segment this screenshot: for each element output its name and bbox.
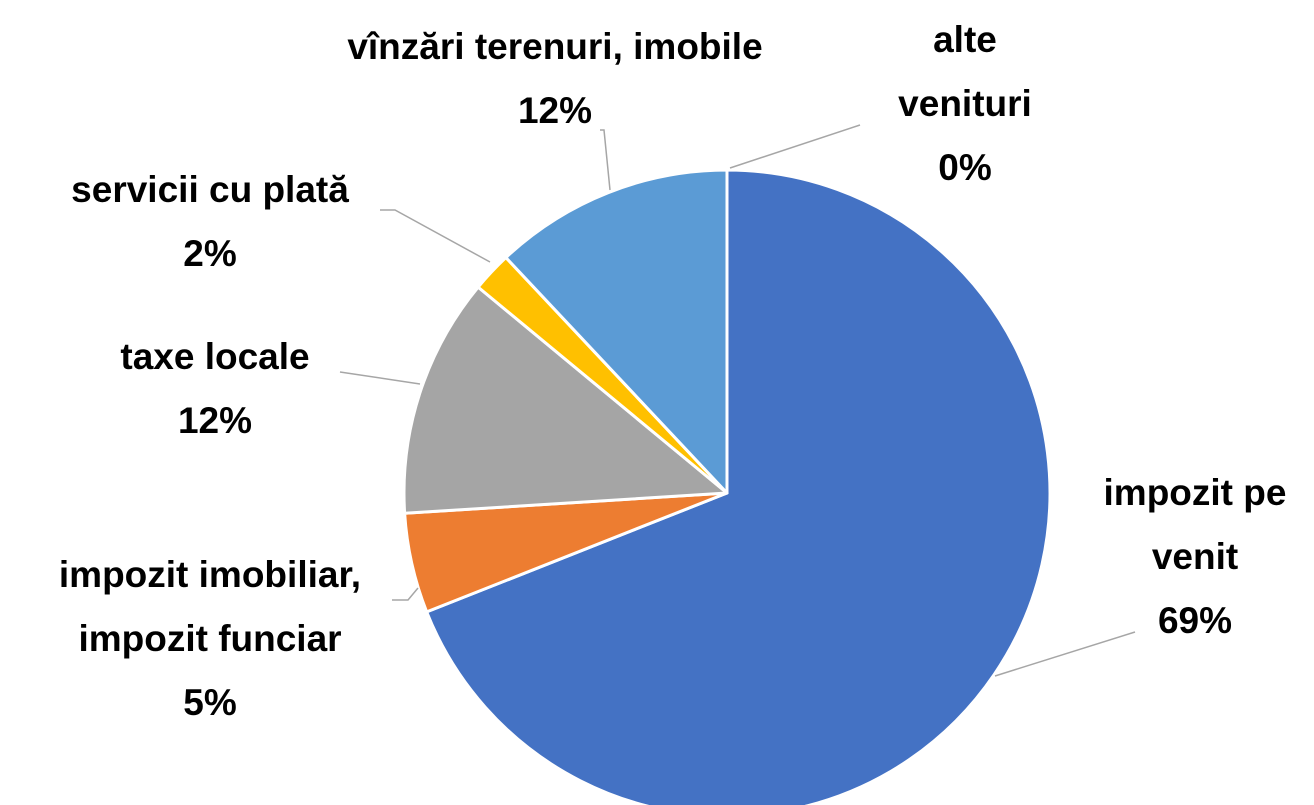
leader-line xyxy=(339,371,421,385)
value-label: 12% xyxy=(177,400,253,441)
data-label: impozit pe venit 69% xyxy=(1065,461,1314,653)
category-label: alte venituri xyxy=(898,19,1032,124)
data-label: servicii cu plată 2% xyxy=(20,158,400,286)
pie-slice xyxy=(504,168,729,495)
leader-line xyxy=(392,587,419,601)
data-label: alte venituri 0% xyxy=(875,8,1055,200)
value-label: 12% xyxy=(517,90,593,131)
category-label: impozit pe venit xyxy=(1103,472,1287,577)
category-label: taxe locale xyxy=(120,336,310,377)
value-label: 5% xyxy=(183,682,237,723)
leader-line xyxy=(729,124,861,169)
slices xyxy=(402,168,1052,805)
category-label: vînzări terenuri, imobile xyxy=(347,26,763,67)
data-label: vînzări terenuri, imobile 12% xyxy=(265,15,845,143)
pie-slice xyxy=(402,285,729,515)
leader-line xyxy=(994,631,1136,677)
category-label: servicii cu plată xyxy=(71,169,349,210)
category-label: impozit imobiliar, impozit funciar xyxy=(58,554,362,659)
data-label: taxe locale 12% xyxy=(65,325,365,453)
value-label: 69% xyxy=(1157,600,1233,641)
data-label: impozit imobiliar, impozit funciar 5% xyxy=(10,543,410,735)
pie-slice xyxy=(425,168,1052,805)
leader-line xyxy=(380,209,491,263)
leader-line xyxy=(600,129,611,191)
value-label: 0% xyxy=(938,147,992,188)
value-label: 2% xyxy=(183,233,237,274)
leader-lines xyxy=(339,124,1136,677)
